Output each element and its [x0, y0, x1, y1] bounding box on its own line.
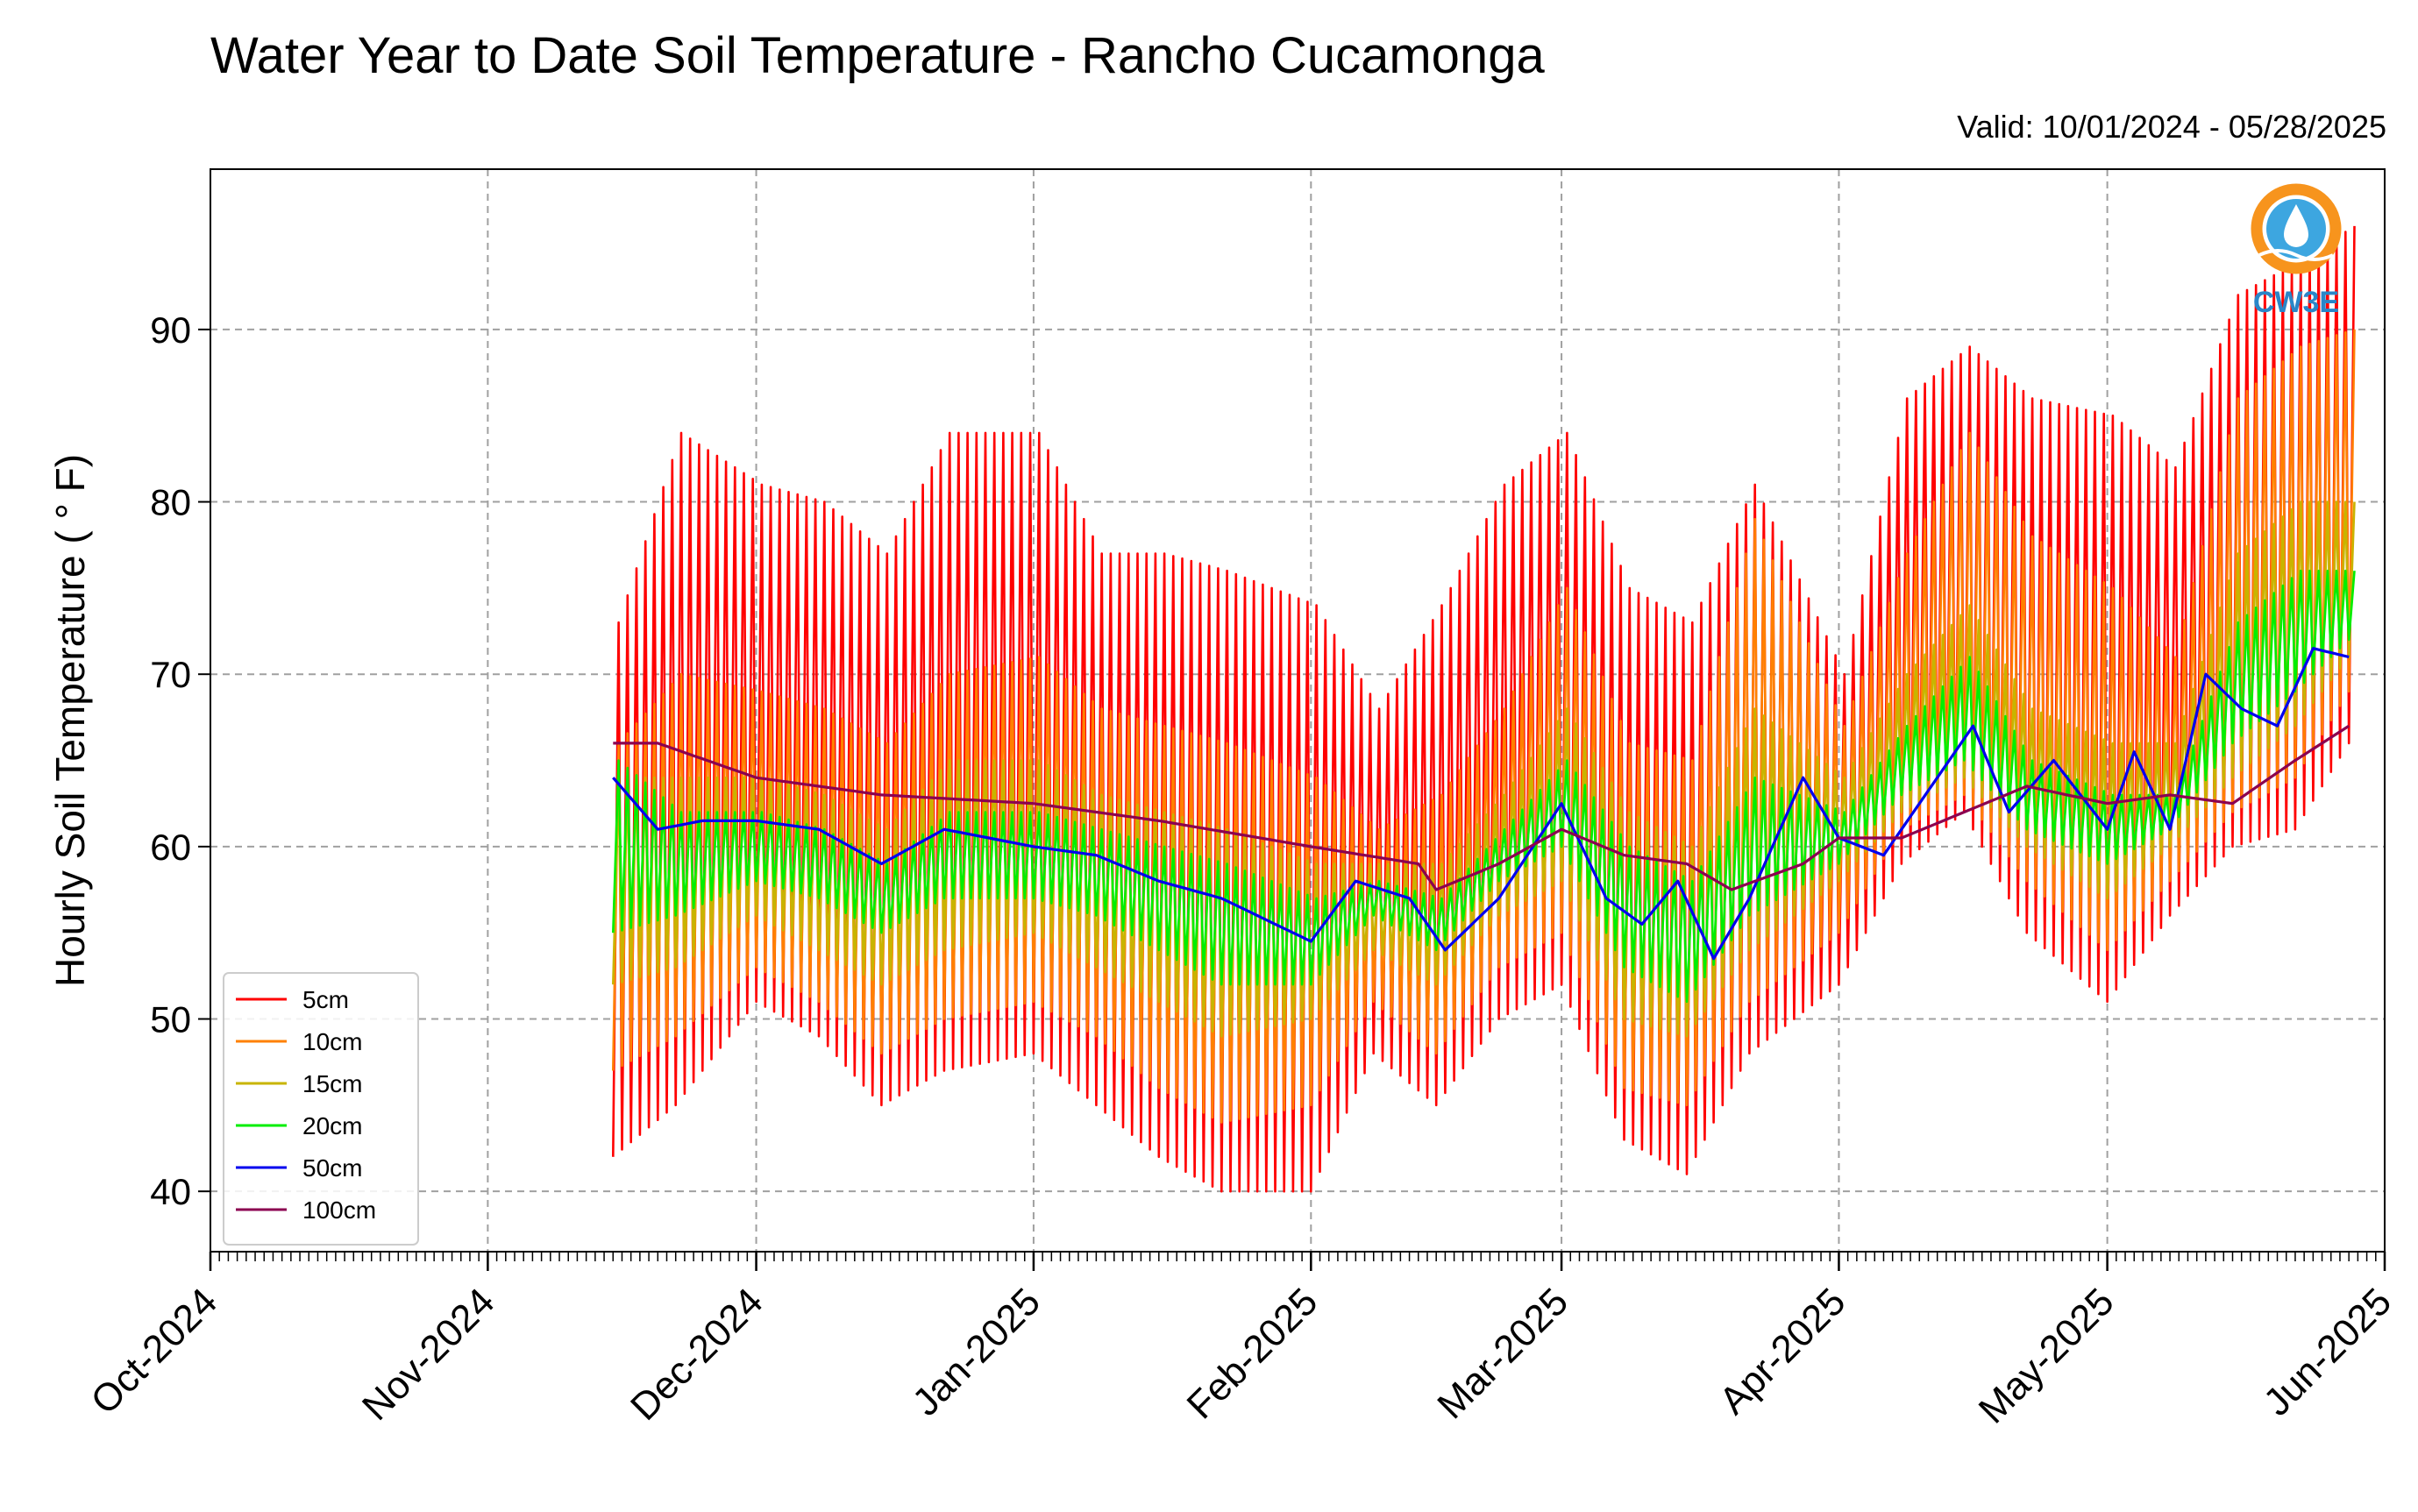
- logo-text: CW3E: [2253, 286, 2339, 319]
- series-lines: [612, 225, 2356, 1193]
- chart-title: Water Year to Date Soil Temperature - Ra…: [210, 27, 1545, 84]
- x-tick-label: Mar-2025: [1429, 1280, 1576, 1427]
- water-drop-icon: [2284, 204, 2308, 247]
- legend-label: 100cm: [302, 1196, 376, 1224]
- x-tick-label: Feb-2025: [1179, 1280, 1326, 1427]
- x-tick-label: May-2025: [1971, 1280, 2123, 1431]
- y-tick-label: 60: [150, 827, 191, 868]
- x-tick-label: Jun-2025: [2256, 1280, 2400, 1423]
- legend-label: 50cm: [302, 1154, 362, 1182]
- x-axis: Oct-2024 Nov-2024 Dec-2024 Jan-2025 Feb-2025…: [82, 1252, 2400, 1431]
- y-axis: 40 50 60 70 80 90: [150, 309, 210, 1212]
- cw3e-logo: CW3E: [2251, 183, 2342, 319]
- y-tick-label: 90: [150, 309, 191, 351]
- legend-label: 15cm: [302, 1070, 362, 1097]
- y-tick-label: 80: [150, 482, 191, 523]
- logo-wave-icon: [2258, 249, 2334, 261]
- legend-label: 5cm: [302, 986, 349, 1013]
- series-line-20cm: [612, 569, 2356, 1004]
- y-tick-label: 50: [150, 999, 191, 1040]
- x-tick-label: Dec-2024: [622, 1280, 772, 1429]
- legend: 5cm 10cm 15cm 20cm 50cm 100cm: [223, 972, 419, 1246]
- y-tick-label: 40: [150, 1171, 191, 1212]
- x-tick-label: Apr-2025: [1711, 1280, 1854, 1423]
- valid-date-range: Valid: 10/01/2024 - 05/28/2025: [1957, 109, 2386, 145]
- legend-label: 10cm: [302, 1028, 362, 1055]
- x-tick-label: Nov-2024: [354, 1280, 503, 1429]
- series-line-50cm: [612, 647, 2350, 961]
- y-axis-label: Hourly Soil Temperature ( ° F): [47, 454, 93, 987]
- y-tick-label: 70: [150, 654, 191, 695]
- series-line-100cm: [613, 724, 2350, 891]
- legend-label: 20cm: [302, 1112, 362, 1139]
- x-tick-label: Oct-2024: [82, 1280, 225, 1423]
- x-tick-label: Jan-2025: [905, 1280, 1049, 1423]
- plot-area-frame: [210, 168, 2386, 1253]
